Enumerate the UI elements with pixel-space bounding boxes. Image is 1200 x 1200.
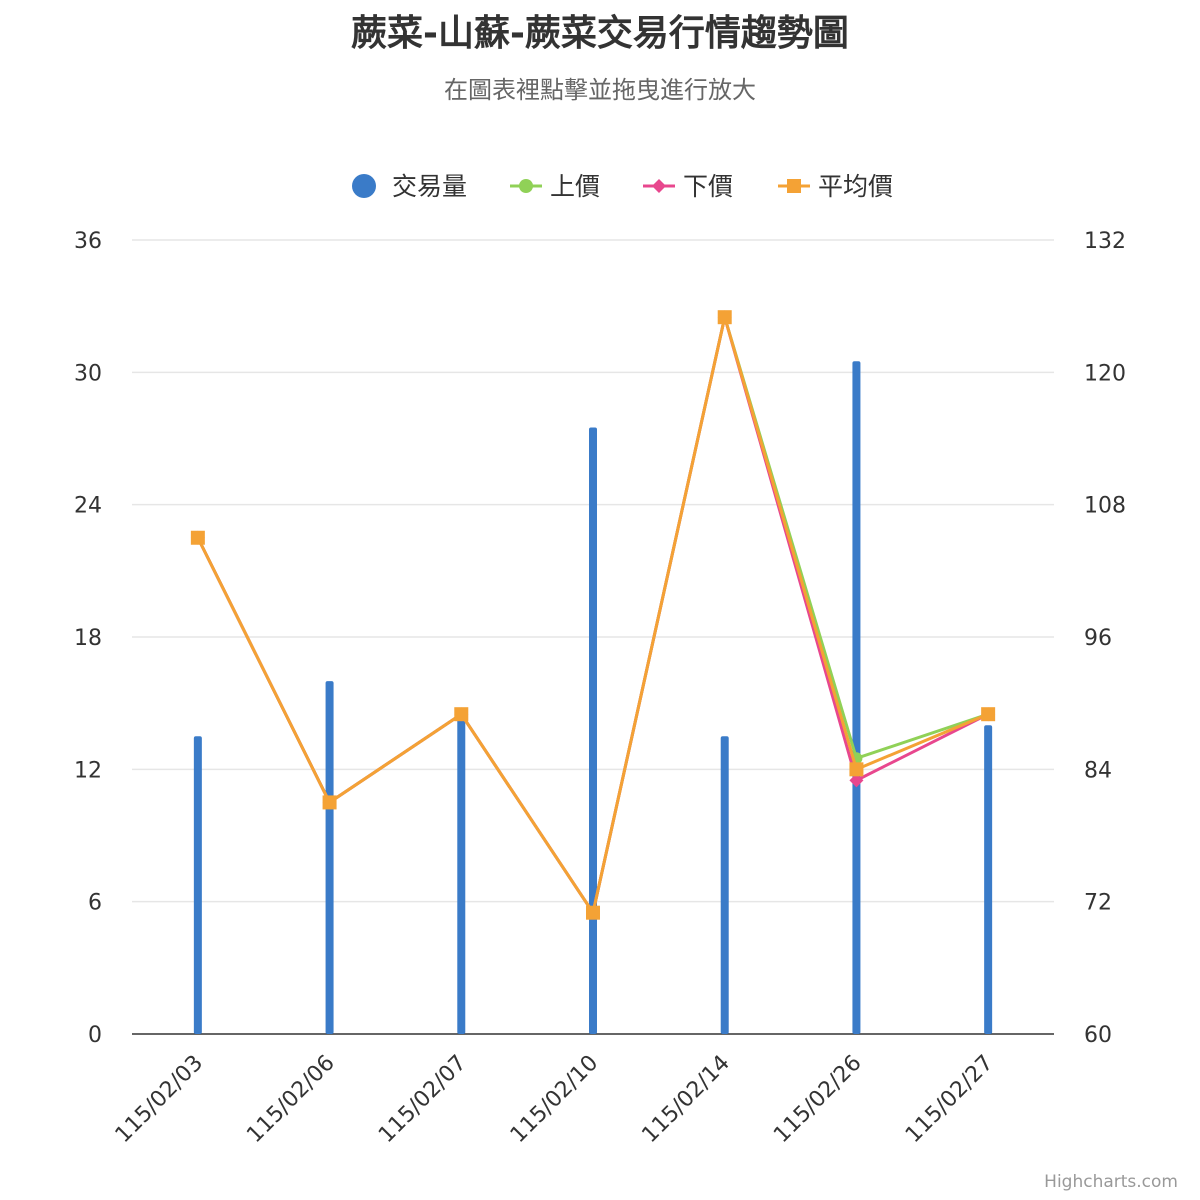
left-axis: 0 6 12 18 24 30 36 — [74, 229, 102, 1048]
volume-bars[interactable] — [193, 361, 993, 1034]
left-axis-tick-label: 12 — [74, 758, 102, 783]
x-axis-tick-label: 115/02/03 — [111, 1051, 208, 1148]
data-point[interactable] — [717, 310, 732, 325]
x-axis-tick-label: 115/02/06 — [242, 1051, 339, 1148]
left-axis-tick-label: 6 — [88, 891, 102, 916]
volume-bar[interactable] — [720, 736, 729, 1034]
right-axis-tick-label: 60 — [1084, 1023, 1112, 1048]
chart-subtitle: 在圖表裡點擊並拖曳進行放大 — [444, 76, 756, 104]
volume-bar[interactable] — [852, 361, 861, 1034]
data-point[interactable] — [849, 773, 864, 788]
x-axis-tick-label: 115/02/26 — [769, 1051, 866, 1148]
legend-label: 下價 — [683, 172, 733, 201]
x-axis-tick-label: 115/02/27 — [901, 1051, 998, 1148]
right-axis-tick-label: 84 — [1084, 758, 1112, 783]
volume-bar[interactable] — [589, 427, 597, 1034]
legend-marker — [787, 179, 801, 193]
legend-item[interactable]: 交易量 — [352, 172, 467, 201]
data-point[interactable] — [849, 762, 864, 777]
right-axis-tick-label: 132 — [1084, 229, 1126, 254]
data-point[interactable] — [322, 795, 337, 810]
x-axis-tick-label: 115/02/07 — [374, 1051, 471, 1148]
volume-bar[interactable] — [457, 714, 466, 1034]
x-axis: 115/02/03 115/02/06 115/02/07 115/02/10 115/… — [111, 1033, 1054, 1148]
left-axis-tick-label: 30 — [74, 361, 102, 386]
data-point[interactable] — [454, 707, 469, 722]
data-point[interactable] — [190, 530, 205, 545]
price-lines[interactable] — [190, 310, 996, 920]
data-point[interactable] — [981, 707, 996, 722]
chart-title: 蕨菜-山蘇-蕨菜交易行情趨勢圖 — [351, 13, 849, 54]
right-axis-tick-label: 96 — [1084, 626, 1112, 651]
legend-item[interactable]: 平均價 — [778, 172, 893, 201]
legend-marker — [519, 179, 533, 193]
legend-item[interactable]: 下價 — [643, 172, 733, 201]
legend-label: 平均價 — [818, 172, 893, 201]
right-axis-tick-label: 108 — [1084, 494, 1126, 519]
legend-symbol — [352, 174, 376, 198]
right-axis-tick-label: 120 — [1084, 361, 1126, 386]
legend-label: 交易量 — [392, 172, 467, 201]
data-point[interactable] — [586, 905, 600, 920]
left-axis-tick-label: 24 — [74, 494, 102, 519]
credits-link[interactable]: Highcharts.com — [1044, 1172, 1178, 1192]
x-axis-tick-label: 115/02/14 — [638, 1051, 735, 1148]
volume-bar[interactable] — [984, 725, 993, 1034]
volume-bar[interactable] — [325, 681, 334, 1034]
left-axis-tick-label: 0 — [88, 1023, 102, 1048]
right-axis: 60 72 84 96 108 120 132 — [1084, 229, 1126, 1048]
legend[interactable]: 交易量 上價 下價 平均價 — [352, 172, 893, 201]
legend-item[interactable]: 上價 — [510, 172, 600, 201]
left-axis-tick-label: 36 — [74, 229, 102, 254]
volume-bar[interactable] — [193, 736, 202, 1034]
legend-label: 上價 — [550, 172, 600, 201]
legend-marker — [652, 179, 666, 193]
x-axis-tick-label: 115/02/10 — [506, 1051, 603, 1148]
right-axis-tick-label: 72 — [1084, 891, 1112, 916]
left-axis-tick-label: 18 — [74, 626, 102, 651]
